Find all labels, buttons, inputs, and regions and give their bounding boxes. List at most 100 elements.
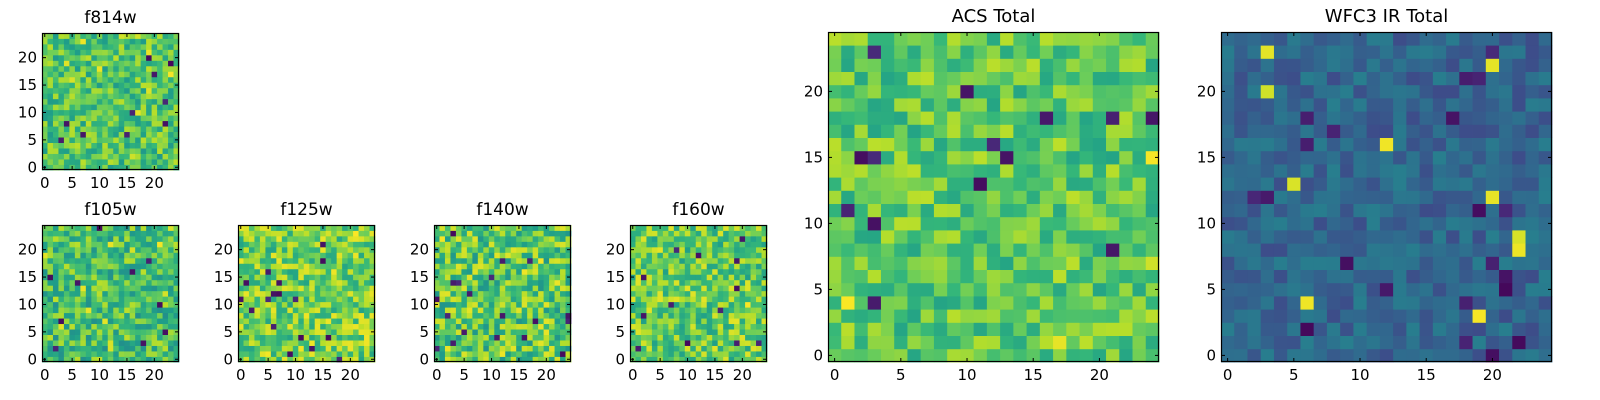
heatmap-cell bbox=[854, 335, 869, 350]
heatmap-cell bbox=[668, 279, 675, 286]
heatmap-cell bbox=[439, 274, 446, 281]
heatmap-cell bbox=[1013, 71, 1027, 86]
heatmap-cell bbox=[118, 60, 125, 67]
chart-title: f160w bbox=[672, 200, 725, 220]
heatmap-cell bbox=[828, 348, 842, 363]
heatmap-cell bbox=[867, 124, 882, 138]
heatmap-cell bbox=[461, 340, 468, 346]
heatmap-cell bbox=[118, 301, 125, 308]
heatmap-cell bbox=[325, 246, 332, 253]
heatmap-cell bbox=[140, 115, 147, 122]
heatmap-cell bbox=[1366, 164, 1381, 178]
heatmap-cell bbox=[1026, 84, 1041, 99]
heatmap-cell bbox=[527, 257, 534, 264]
heatmap-cell bbox=[320, 268, 327, 275]
heatmap-cell bbox=[1313, 348, 1328, 363]
heatmap-cell bbox=[135, 356, 142, 363]
heatmap-cell bbox=[1300, 335, 1315, 350]
heatmap-cell bbox=[140, 241, 147, 248]
heatmap-cell bbox=[532, 323, 539, 330]
heatmap-cell bbox=[85, 38, 92, 45]
heatmap-cell bbox=[173, 38, 180, 45]
heatmap-cell bbox=[124, 126, 131, 133]
heatmap-cell bbox=[461, 263, 468, 270]
heatmap-cell bbox=[739, 285, 746, 292]
heatmap-cell bbox=[173, 148, 180, 154]
heatmap-cell bbox=[651, 290, 658, 297]
heatmap-cell bbox=[259, 296, 266, 303]
heatmap-cell bbox=[168, 164, 174, 171]
heatmap-cell bbox=[483, 345, 490, 352]
heatmap-cell bbox=[668, 268, 675, 275]
heatmap-cell bbox=[739, 312, 746, 319]
heatmap-cell bbox=[292, 296, 299, 303]
heatmap-cell bbox=[1472, 309, 1487, 323]
heatmap-cell bbox=[1221, 71, 1235, 86]
heatmap-cell bbox=[1512, 137, 1526, 152]
heatmap-cell bbox=[69, 241, 76, 248]
heatmap-cell bbox=[353, 312, 359, 319]
heatmap-cell bbox=[668, 274, 675, 281]
heatmap-cell bbox=[679, 356, 686, 363]
heatmap-cell bbox=[69, 307, 76, 314]
heatmap-cell bbox=[723, 334, 730, 341]
heatmap-cell bbox=[712, 296, 719, 303]
heatmap-cell bbox=[347, 334, 354, 341]
heatmap-cell bbox=[521, 230, 528, 237]
heatmap-cell bbox=[695, 345, 702, 352]
heatmap-cell bbox=[505, 257, 512, 264]
heatmap-cell bbox=[107, 230, 114, 237]
heatmap-cell bbox=[1499, 190, 1513, 204]
heatmap-cell bbox=[113, 345, 120, 352]
heatmap-cell bbox=[695, 356, 702, 363]
heatmap-cell bbox=[118, 356, 125, 363]
heatmap-cell bbox=[151, 98, 158, 105]
heatmap-cell bbox=[129, 225, 136, 231]
heatmap-cell bbox=[69, 285, 76, 292]
heatmap-cell bbox=[259, 345, 266, 352]
heatmap-cell bbox=[1066, 243, 1080, 257]
heatmap-cell bbox=[1313, 32, 1328, 46]
heatmap-cell bbox=[543, 296, 550, 303]
heatmap-cell bbox=[146, 312, 152, 319]
heatmap-cell bbox=[298, 307, 305, 314]
heatmap-cell bbox=[336, 351, 343, 357]
heatmap-cell bbox=[129, 257, 136, 264]
heatmap-cell bbox=[554, 351, 561, 357]
heatmap-cell bbox=[483, 323, 490, 330]
heatmap-cell bbox=[1379, 45, 1394, 59]
heatmap-cell bbox=[1393, 216, 1407, 231]
heatmap-cell bbox=[1379, 296, 1394, 310]
heatmap-cell bbox=[80, 43, 87, 50]
x-tick-label: 15 bbox=[117, 174, 136, 192]
heatmap-cell bbox=[1326, 84, 1341, 99]
heatmap-cell bbox=[717, 329, 724, 335]
heatmap-cell bbox=[1512, 282, 1526, 297]
heatmap-cell bbox=[254, 246, 261, 253]
heatmap-cell bbox=[706, 268, 713, 275]
heatmap-cell bbox=[151, 246, 158, 253]
heatmap-cell bbox=[728, 252, 735, 259]
heatmap-cell bbox=[91, 301, 98, 308]
heatmap-cell bbox=[450, 235, 457, 242]
heatmap-cell bbox=[1273, 111, 1288, 125]
heatmap-cell bbox=[243, 252, 250, 259]
heatmap-cell bbox=[364, 312, 370, 319]
heatmap-cell bbox=[646, 301, 653, 308]
heatmap-cell bbox=[80, 153, 87, 160]
heatmap-cell bbox=[668, 241, 675, 248]
heatmap-cell bbox=[91, 318, 98, 325]
heatmap-cell bbox=[248, 318, 255, 325]
heatmap-cell bbox=[1013, 256, 1027, 270]
heatmap-cell bbox=[527, 235, 534, 242]
heatmap-cell bbox=[947, 256, 961, 270]
heatmap-cell bbox=[1079, 190, 1094, 204]
heatmap-cell bbox=[353, 318, 359, 325]
heatmap-cell bbox=[1340, 98, 1354, 112]
heatmap-cell bbox=[466, 263, 473, 270]
heatmap-cell bbox=[472, 225, 479, 231]
heatmap-cell bbox=[129, 246, 136, 253]
x-tick-label: 5 bbox=[67, 366, 77, 384]
heatmap-cell bbox=[679, 252, 686, 259]
heatmap-cell bbox=[960, 309, 975, 323]
